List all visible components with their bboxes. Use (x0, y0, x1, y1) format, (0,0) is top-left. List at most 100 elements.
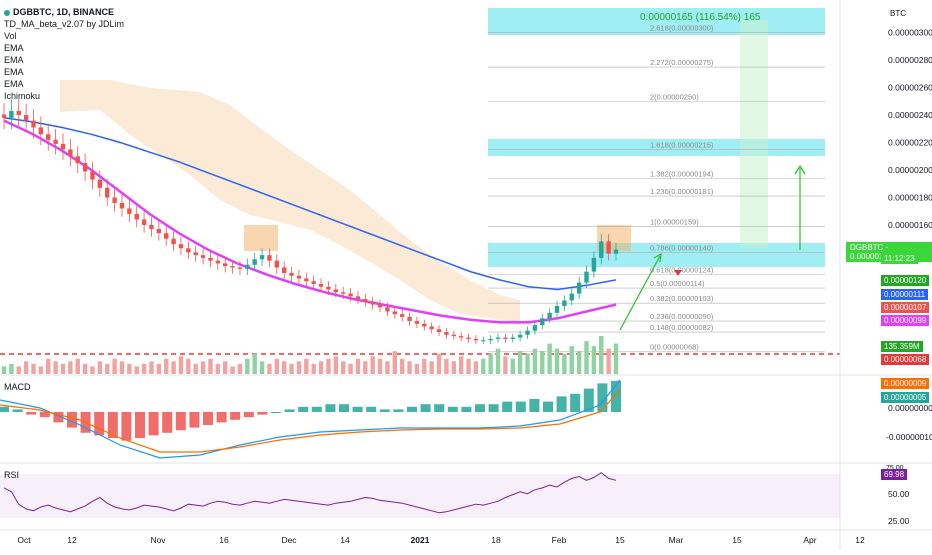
candle-body (370, 301, 375, 305)
macd-bar (515, 401, 526, 412)
volume-bar (252, 353, 257, 374)
volume-bar (53, 361, 58, 374)
macd-bar (94, 412, 105, 436)
volume-bar (576, 351, 582, 374)
macd-bar (12, 409, 23, 412)
candle-body (134, 213, 139, 220)
macd-bar (529, 399, 540, 412)
candle-body (340, 292, 346, 294)
time-tick: 18 (491, 535, 501, 545)
volume-bar (510, 358, 515, 374)
indicator-ichimoku[interactable]: Ichimoku (4, 91, 41, 101)
volume-bar (245, 358, 250, 374)
macd-bar (570, 393, 581, 412)
indicator-ema-3[interactable]: EMA (4, 67, 24, 77)
candle-body (532, 325, 538, 331)
candle-body (525, 330, 530, 335)
fib-label: 2.618(0.00000300) (650, 24, 714, 33)
candle-body (466, 337, 471, 339)
candle-body (481, 340, 486, 342)
candle-body (119, 202, 125, 209)
volume-bar (481, 358, 486, 374)
candle-body (149, 224, 154, 230)
macd-bar (0, 406, 9, 412)
indicator-ema-2[interactable]: EMA (4, 55, 24, 65)
candle-body (377, 304, 383, 308)
macd-bar (284, 409, 295, 412)
volume-bar (237, 363, 243, 374)
macd-signal-line (0, 389, 621, 453)
candle-body (164, 233, 169, 239)
volume-bar (466, 358, 471, 374)
volume-bar (599, 336, 604, 374)
macd-bar (271, 412, 281, 413)
ichimoku-cloud (60, 80, 520, 322)
candle-body (90, 171, 95, 180)
candle-body (599, 241, 604, 258)
candle-body (540, 318, 545, 326)
indicator-vol[interactable]: Vol (4, 31, 17, 41)
candle-body (458, 336, 464, 338)
candle-body (97, 179, 103, 188)
fib-label: 0.618(0.00000124) (650, 265, 714, 274)
indicator-ema-4[interactable]: EMA (4, 79, 24, 89)
candle-body (141, 219, 147, 225)
volume-bar (208, 358, 213, 374)
candle-body (385, 307, 390, 312)
candle-body (436, 329, 442, 333)
candle-body (60, 143, 66, 150)
volume-bar (584, 341, 589, 374)
highlight-box-dec (244, 225, 278, 251)
candle-body (9, 110, 14, 118)
macd-bar (26, 412, 37, 415)
candle-body (562, 300, 567, 306)
macd-bar (543, 401, 553, 412)
macd-bar (39, 412, 50, 418)
indicator-ema-1[interactable]: EMA (4, 43, 24, 53)
volume-bar (134, 366, 139, 374)
volume-bar (90, 366, 95, 374)
candle-body (414, 321, 420, 324)
macd-bar (243, 412, 254, 418)
volume-bar (532, 348, 538, 374)
fib-label: 1.618(0.00000215) (650, 140, 714, 149)
candle-body (576, 282, 582, 294)
macd-value-badge: 0.00000009 (881, 378, 930, 389)
macd-bar (67, 412, 77, 428)
volume-bar (562, 353, 567, 374)
candle-body (444, 332, 449, 335)
macd-bar (393, 409, 404, 412)
macd-bar (583, 388, 594, 412)
time-tick: Feb (552, 535, 567, 545)
volume-bar (436, 353, 442, 374)
symbol-title: DGBBTC, 1D, BINANCE (13, 7, 115, 17)
macd-bar (189, 412, 200, 428)
volume-bar (355, 358, 361, 374)
indicator-td-ma[interactable]: TD_MA_beta_v2.07 by JDLim (4, 19, 125, 29)
volume-bar (112, 358, 117, 374)
candle-body (488, 338, 493, 341)
time-tick: 15 (615, 535, 625, 545)
fib-label: 2.272(0.00000275) (650, 58, 714, 67)
rsi-band (0, 474, 840, 518)
status-dot-icon (4, 9, 10, 16)
volume-bar (340, 361, 346, 374)
volume-bar (193, 363, 198, 374)
price-tick: 0.00000280 (888, 55, 932, 65)
macd-bar (447, 406, 458, 412)
rsi-title: RSI (4, 470, 19, 480)
macd-bar (461, 406, 472, 412)
volume-bar (525, 353, 530, 374)
candle-body (82, 163, 88, 172)
volume-bar (259, 361, 265, 374)
volume-bar (230, 366, 235, 374)
candle-body (451, 334, 456, 337)
trend-arrow-line (619, 255, 661, 331)
volume-bar (171, 361, 176, 374)
volume-bar (200, 361, 206, 374)
sell-signal-arrow (674, 270, 682, 276)
volume-bar (16, 366, 21, 374)
candlesticks (1, 99, 619, 344)
